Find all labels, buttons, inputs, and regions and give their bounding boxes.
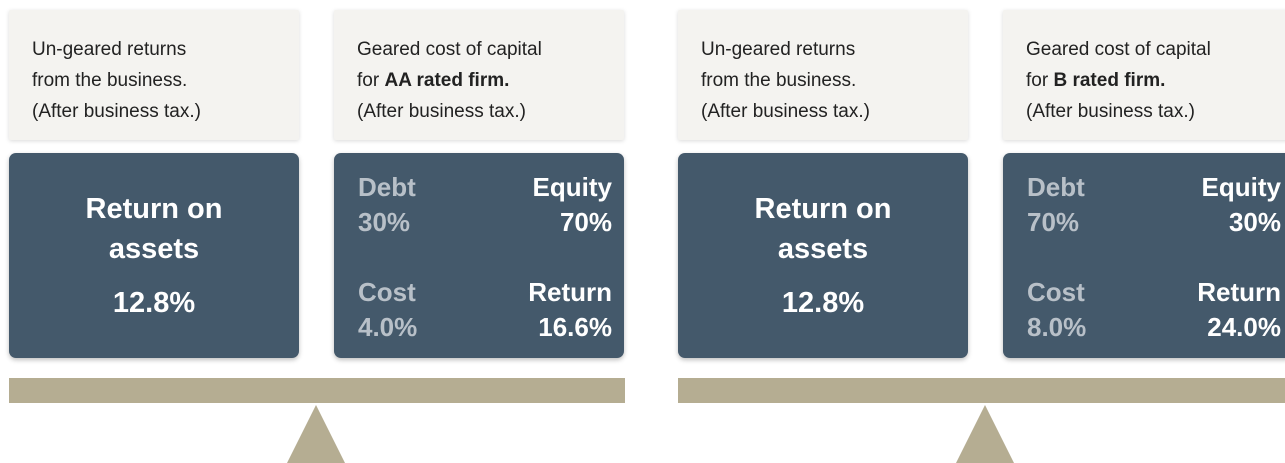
return-value: 16.6%	[538, 312, 612, 342]
debt-label: Debt	[1027, 172, 1085, 202]
roa-box: Return on assets 12.8%	[9, 153, 299, 358]
caption-line: Geared cost of capital	[1026, 39, 1211, 60]
caption-prefix: for	[357, 70, 380, 91]
caption-line: from the business.	[32, 70, 188, 91]
caption-line: (After business tax.)	[357, 101, 526, 122]
caption-prefix: for	[1026, 70, 1049, 91]
fulcrum-triangle	[287, 405, 345, 463]
beam	[9, 378, 625, 403]
caption-box: Geared cost of capital for AA rated firm.…	[334, 10, 624, 140]
equity-label: Equity	[532, 172, 612, 202]
heading: Return on assets	[85, 193, 223, 265]
value: 12.8%	[112, 287, 196, 319]
firm: AA rated firm.	[384, 70, 510, 91]
fulcrum	[287, 405, 345, 463]
equity-label: Equity	[1201, 172, 1281, 202]
cost-label: Cost	[1027, 277, 1085, 307]
caption-line: Geared cost of capital	[357, 39, 542, 60]
value: 12.8%	[781, 287, 865, 319]
return-label: Return	[1197, 277, 1281, 307]
caption-line: for B rated firm.	[1026, 65, 1285, 96]
heading: Return on assets	[754, 193, 892, 265]
cost-value: 8.0%	[1027, 312, 1087, 342]
caption-box: Un-geared returns from the business. (Afte…	[678, 10, 968, 140]
caption-box: Un-geared returns from the business. (Afte…	[9, 10, 299, 140]
caption-box: Geared cost of capital for B rated firm. (…	[1003, 10, 1285, 140]
firm: B rated firm.	[1053, 70, 1166, 91]
caption-line: (After business tax.)	[701, 101, 870, 122]
debt-value: 30%	[358, 207, 411, 237]
caption-line: Un-geared returns	[701, 39, 856, 60]
cost-value: 4.0%	[358, 312, 418, 342]
capital-box: Debt 30% Equity 70% Cost 4.0% Return 16.6%	[334, 153, 624, 358]
equity-value: 70%	[559, 207, 612, 237]
debt-label: Debt	[358, 172, 416, 202]
caption-line: for AA rated firm.	[357, 65, 624, 96]
debt-value: 70%	[1027, 207, 1080, 237]
cost-label: Cost	[358, 277, 416, 307]
return-label: Return	[528, 277, 612, 307]
beam	[678, 378, 1285, 403]
equity-value: 30%	[1228, 207, 1281, 237]
caption-line: Un-geared returns	[32, 39, 187, 60]
caption-line: (After business tax.)	[32, 101, 201, 122]
return-value: 24.0%	[1207, 312, 1281, 342]
fulcrum-triangle	[956, 405, 1014, 463]
capital-box: Debt 70% Equity 30% Cost 8.0% Return 24.0%	[1003, 153, 1285, 358]
caption-line: (After business tax.)	[1026, 101, 1195, 122]
fulcrum	[956, 405, 1014, 463]
caption-line: from the business.	[701, 70, 857, 91]
roa-box: Return on assets 12.8%	[678, 153, 968, 358]
